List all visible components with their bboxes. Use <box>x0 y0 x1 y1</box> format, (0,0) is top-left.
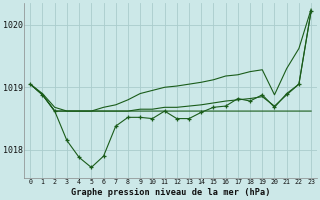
X-axis label: Graphe pression niveau de la mer (hPa): Graphe pression niveau de la mer (hPa) <box>71 188 270 197</box>
